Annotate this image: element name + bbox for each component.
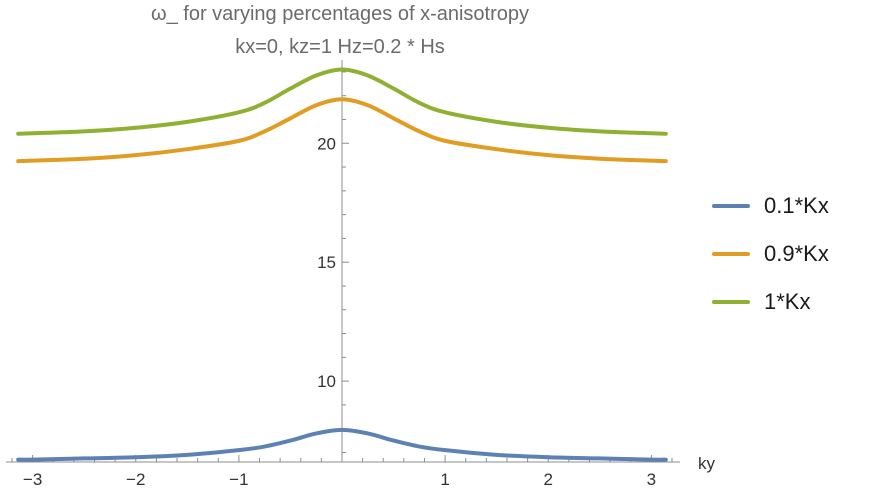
series-line-3 bbox=[16, 67, 668, 136]
chart-title: ω_ for varying percentages of x-anisotro… bbox=[150, 3, 530, 25]
legend-label-series-2: 0.9*Kx bbox=[764, 241, 829, 266]
x-axis-label: ky bbox=[698, 454, 716, 473]
y-tick-label: 20 bbox=[317, 134, 336, 153]
legend-item-series-2: 0.9*Kx bbox=[712, 230, 829, 278]
legend-swatch-series-2 bbox=[712, 252, 750, 256]
series-line-2 bbox=[16, 97, 668, 164]
x-tick-label: 2 bbox=[544, 470, 553, 489]
x-tick-label: −3 bbox=[23, 470, 42, 489]
x-tick-label: 3 bbox=[647, 470, 656, 489]
legend: 0.1*Kx 0.9*Kx 1*Kx bbox=[712, 182, 829, 326]
x-tick-label: −2 bbox=[126, 470, 145, 489]
series-line-1 bbox=[16, 427, 668, 462]
legend-label-series-3: 1*Kx bbox=[764, 289, 811, 314]
legend-swatch-series-3 bbox=[712, 300, 750, 304]
legend-item-series-1: 0.1*Kx bbox=[712, 182, 829, 230]
legend-swatch-series-1 bbox=[712, 204, 750, 208]
y-tick-label: 15 bbox=[317, 253, 336, 272]
legend-label-series-1: 0.1*Kx bbox=[764, 193, 829, 218]
y-tick-label: 10 bbox=[317, 372, 336, 391]
x-tick-label: 1 bbox=[440, 470, 449, 489]
legend-item-series-3: 1*Kx bbox=[712, 278, 829, 326]
x-tick-label: −1 bbox=[229, 470, 248, 489]
chart-subtitle: kx=0, kz=1 Hz=0.2 * Hs bbox=[235, 36, 445, 58]
